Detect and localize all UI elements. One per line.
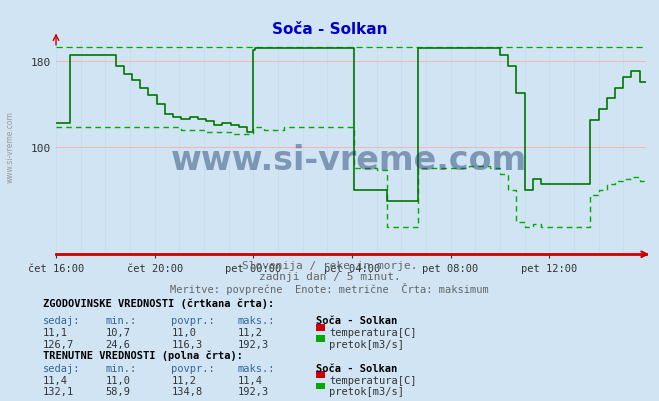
Text: 11,0: 11,0 [105, 375, 130, 385]
Text: maks.:: maks.: [237, 363, 275, 373]
Text: Soča - Solkan: Soča - Solkan [272, 22, 387, 37]
Text: min.:: min.: [105, 363, 136, 373]
Text: 11,1: 11,1 [43, 328, 68, 338]
Text: min.:: min.: [105, 316, 136, 326]
Text: 192,3: 192,3 [237, 339, 268, 349]
Text: 134,8: 134,8 [171, 386, 202, 396]
Text: 11,4: 11,4 [43, 375, 68, 385]
Text: Soča - Solkan: Soča - Solkan [316, 363, 397, 373]
Text: Slovenija / reke in morje.: Slovenija / reke in morje. [242, 261, 417, 271]
Text: www.si-vreme.com: www.si-vreme.com [171, 144, 527, 177]
Text: temperatura[C]: temperatura[C] [330, 375, 417, 385]
Text: zadnji dan / 5 minut.: zadnji dan / 5 minut. [258, 271, 401, 282]
Text: 10,7: 10,7 [105, 328, 130, 338]
Text: povpr.:: povpr.: [171, 363, 215, 373]
Text: povpr.:: povpr.: [171, 316, 215, 326]
Text: sedaj:: sedaj: [43, 316, 80, 326]
Text: temperatura[C]: temperatura[C] [330, 328, 417, 338]
Text: 132,1: 132,1 [43, 386, 74, 396]
Text: 126,7: 126,7 [43, 339, 74, 349]
Text: ZGODOVINSKE VREDNOSTI (črtkana črta):: ZGODOVINSKE VREDNOSTI (črtkana črta): [43, 298, 274, 308]
Text: 58,9: 58,9 [105, 386, 130, 396]
Text: pretok[m3/s]: pretok[m3/s] [330, 386, 405, 396]
Text: 11,0: 11,0 [171, 328, 196, 338]
Text: 24,6: 24,6 [105, 339, 130, 349]
Text: www.si-vreme.com: www.si-vreme.com [5, 111, 14, 182]
Text: 11,2: 11,2 [237, 328, 262, 338]
Text: 11,4: 11,4 [237, 375, 262, 385]
Text: TRENUTNE VREDNOSTI (polna črta):: TRENUTNE VREDNOSTI (polna črta): [43, 350, 243, 360]
Text: 11,2: 11,2 [171, 375, 196, 385]
Text: sedaj:: sedaj: [43, 363, 80, 373]
Text: pretok[m3/s]: pretok[m3/s] [330, 339, 405, 349]
Text: Meritve: povprečne  Enote: metrične  Črta: maksimum: Meritve: povprečne Enote: metrične Črta:… [170, 282, 489, 294]
Text: Soča - Solkan: Soča - Solkan [316, 316, 397, 326]
Text: 192,3: 192,3 [237, 386, 268, 396]
Text: maks.:: maks.: [237, 316, 275, 326]
Text: 116,3: 116,3 [171, 339, 202, 349]
